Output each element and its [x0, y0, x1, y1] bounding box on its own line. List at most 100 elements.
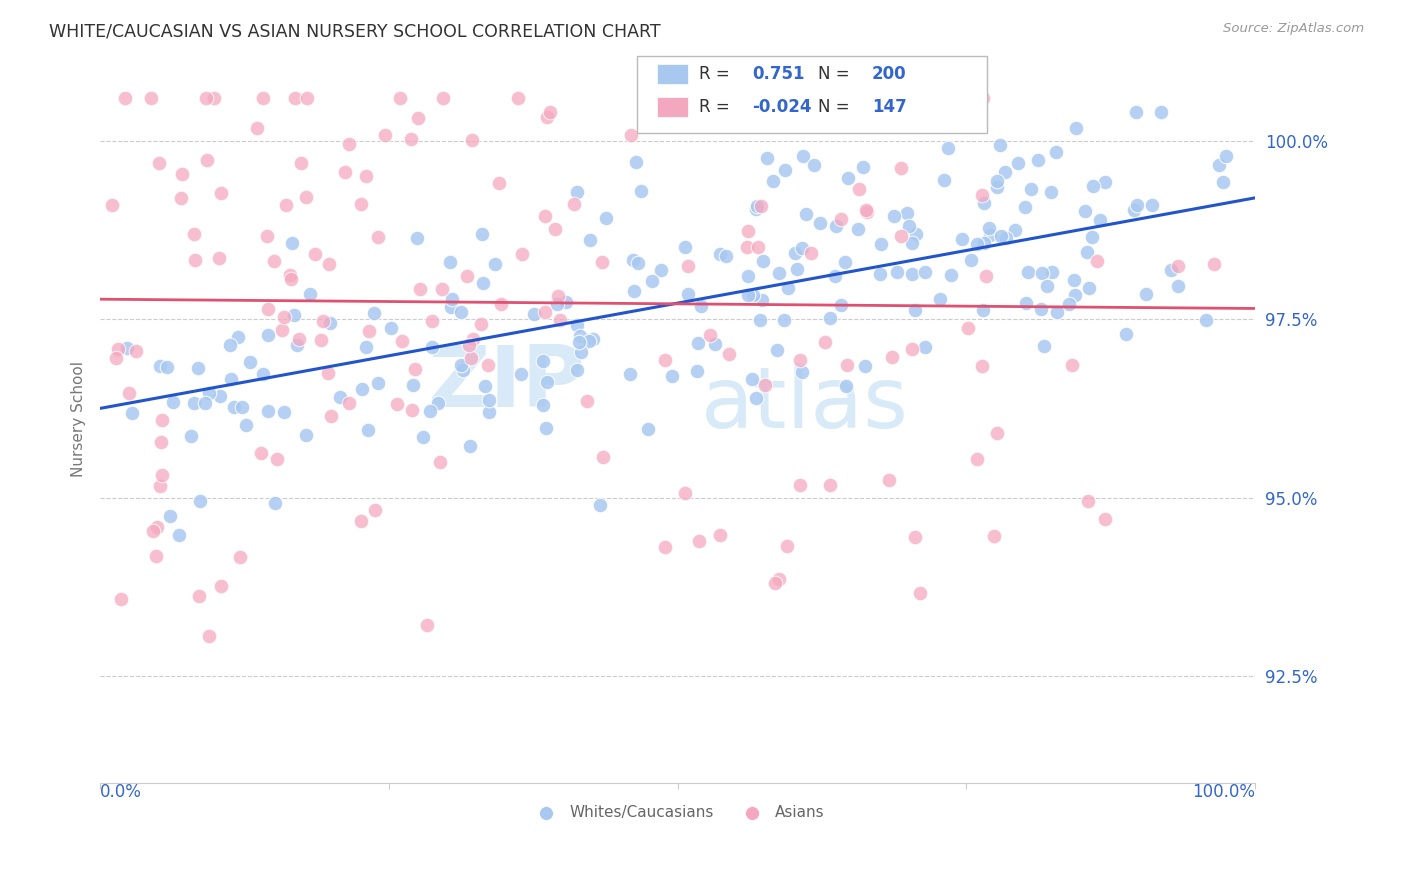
Point [290, 156, 312, 170]
Point [686, 364, 709, 378]
Point [245, 120, 267, 135]
Point [936, 141, 959, 155]
Point [142, 524, 165, 538]
Point [814, 334, 837, 349]
Point [835, 358, 858, 372]
Point [768, 266, 790, 280]
Point [1076, 244, 1098, 259]
Point [1160, 263, 1182, 277]
Point [762, 174, 785, 188]
Point [751, 293, 773, 307]
Point [627, 256, 650, 270]
Point [1031, 301, 1053, 316]
Point [402, 378, 425, 392]
Point [900, 267, 922, 281]
Text: 0.0%: 0.0% [100, 783, 142, 801]
Point [939, 268, 962, 283]
Point [756, 152, 779, 166]
Point [579, 233, 602, 247]
Point [536, 110, 558, 124]
Point [472, 276, 495, 290]
Point [785, 245, 807, 260]
Point [188, 589, 211, 603]
Point [582, 332, 605, 346]
Point [150, 413, 173, 427]
Point [209, 579, 232, 593]
Point [851, 160, 873, 174]
Point [329, 390, 352, 404]
Point [754, 377, 776, 392]
Point [298, 287, 321, 301]
Point [228, 550, 250, 565]
Point [471, 227, 494, 241]
Point [183, 396, 205, 410]
Point [252, 91, 274, 105]
Point [773, 313, 796, 327]
Point [1122, 202, 1144, 217]
Point [837, 171, 859, 186]
Point [950, 232, 973, 246]
Point [979, 227, 1001, 242]
Point [986, 180, 1008, 194]
Point [824, 268, 846, 283]
Point [170, 167, 193, 181]
Point [818, 311, 841, 326]
Point [673, 485, 696, 500]
Text: 200: 200 [872, 65, 907, 83]
Text: atlas: atlas [700, 363, 908, 446]
Point [1004, 223, 1026, 237]
Point [427, 396, 450, 410]
Point [506, 91, 529, 105]
Point [569, 344, 592, 359]
Point [319, 316, 342, 330]
Point [979, 220, 1001, 235]
Point [745, 391, 768, 405]
Text: -0.024: -0.024 [752, 98, 811, 116]
Point [450, 305, 472, 319]
Point [676, 259, 699, 273]
Point [195, 91, 218, 105]
Point [170, 191, 193, 205]
Point [257, 327, 280, 342]
Point [312, 314, 335, 328]
Point [458, 439, 481, 453]
Point [538, 105, 561, 120]
Point [749, 199, 772, 213]
Point [972, 91, 994, 105]
Point [737, 288, 759, 302]
Point [470, 318, 492, 332]
Point [745, 199, 768, 213]
Point [623, 284, 645, 298]
Text: R =: R = [699, 65, 735, 83]
Point [1125, 105, 1147, 120]
Point [352, 382, 374, 396]
Point [703, 337, 725, 351]
Point [364, 503, 387, 517]
Point [1046, 304, 1069, 318]
Point [693, 100, 716, 114]
Point [337, 396, 360, 410]
Point [478, 404, 501, 418]
Point [169, 528, 191, 542]
Point [1094, 512, 1116, 526]
Point [294, 190, 316, 204]
Point [1019, 182, 1042, 196]
Point [565, 186, 588, 200]
Point [408, 282, 430, 296]
Point [825, 219, 848, 233]
Point [637, 422, 659, 436]
Point [588, 498, 610, 512]
Point [149, 479, 172, 493]
Point [478, 393, 501, 408]
Point [835, 378, 858, 392]
Point [676, 286, 699, 301]
Point [1202, 257, 1225, 271]
Point [820, 478, 842, 492]
Point [717, 347, 740, 361]
Point [547, 289, 569, 303]
Point [904, 302, 927, 317]
Point [107, 343, 129, 357]
Point [318, 366, 340, 380]
Point [1094, 175, 1116, 189]
Point [565, 363, 588, 377]
